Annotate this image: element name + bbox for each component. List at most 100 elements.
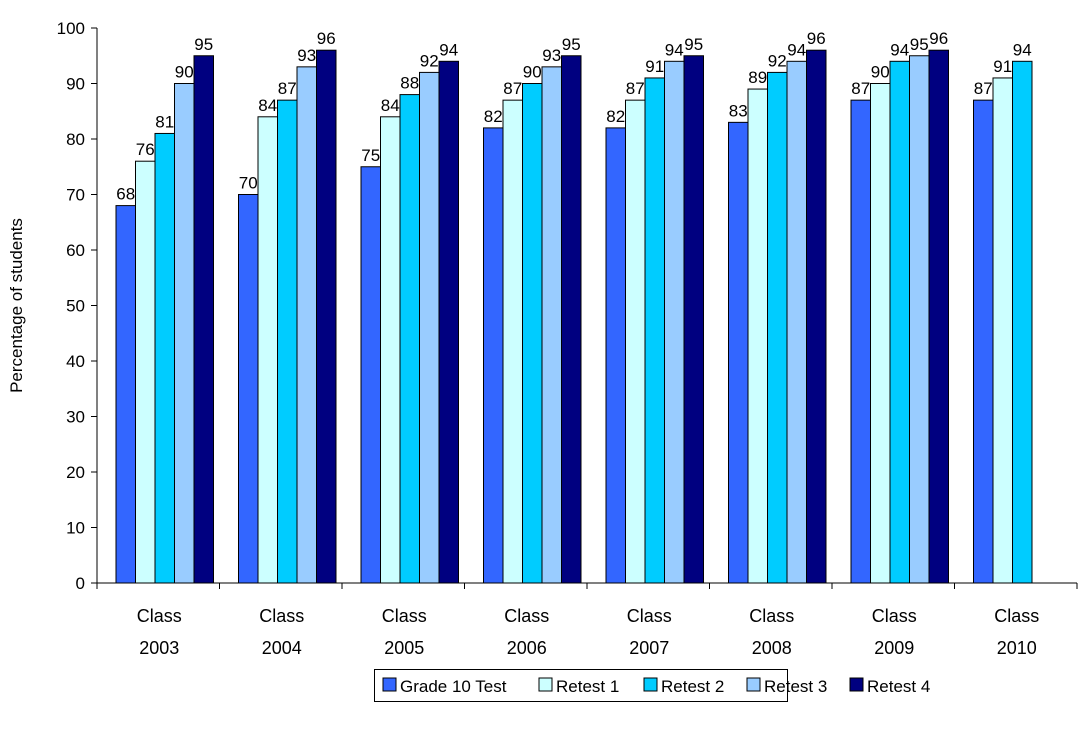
bar <box>870 83 891 584</box>
data-label: 94 <box>1013 40 1032 59</box>
data-label: 68 <box>116 185 135 204</box>
bar <box>747 88 768 584</box>
legend-swatch <box>643 677 658 692</box>
y-axis-title: Percentage of students <box>7 218 26 393</box>
data-label: 90 <box>523 63 542 82</box>
bar <box>625 99 646 584</box>
legend-frame <box>374 669 788 702</box>
legend-swatch <box>746 677 761 692</box>
data-label: 95 <box>562 35 581 54</box>
bar <box>928 49 949 584</box>
bar <box>438 60 459 584</box>
y-tick-label: 70 <box>66 186 85 205</box>
y-tick-label: 80 <box>66 130 85 149</box>
x-category-label-line2: 2004 <box>262 638 302 658</box>
y-tick-label: 60 <box>66 241 85 260</box>
data-label: 93 <box>542 46 561 65</box>
x-category-label-line2: 2003 <box>139 638 179 658</box>
legend-label: Retest 2 <box>661 677 724 696</box>
bar <box>728 121 749 584</box>
x-category-label-line2: 2005 <box>384 638 424 658</box>
data-label: 84 <box>258 96 277 115</box>
data-label: 93 <box>297 46 316 65</box>
data-label: 95 <box>684 35 703 54</box>
bar <box>419 71 440 584</box>
bar <box>786 60 807 584</box>
bar <box>767 71 788 584</box>
data-label: 82 <box>606 107 625 126</box>
bar <box>605 127 626 584</box>
data-label: 90 <box>175 63 194 82</box>
bar <box>316 49 337 584</box>
y-tick-label: 30 <box>66 408 85 427</box>
data-label: 96 <box>317 29 336 48</box>
x-category-label-line1: Class <box>994 606 1039 626</box>
data-label: 88 <box>400 74 419 93</box>
data-label: 87 <box>974 79 993 98</box>
x-category-label-line1: Class <box>137 606 182 626</box>
legend-swatch <box>849 677 864 692</box>
bar <box>380 116 401 584</box>
bar <box>238 194 259 584</box>
bar <box>193 55 214 584</box>
x-category-label-line2: 2010 <box>997 638 1037 658</box>
data-label: 81 <box>155 112 174 131</box>
data-label: 70 <box>239 174 258 193</box>
x-category-label-line2: 2008 <box>752 638 792 658</box>
bar <box>502 99 523 584</box>
data-label: 82 <box>484 107 503 126</box>
x-category-label-line2: 2009 <box>874 638 914 658</box>
bar <box>522 83 543 584</box>
bar <box>154 132 175 584</box>
x-category-label-line2: 2007 <box>629 638 669 658</box>
legend-swatch <box>382 677 397 692</box>
bar <box>664 60 685 584</box>
x-category-label-line1: Class <box>872 606 917 626</box>
x-category-label-line1: Class <box>382 606 427 626</box>
legend-label: Grade 10 Test <box>400 677 507 696</box>
y-tick-label: 10 <box>66 519 85 538</box>
y-tick-label: 40 <box>66 352 85 371</box>
bar <box>257 116 278 584</box>
bar <box>806 49 827 584</box>
data-label: 95 <box>910 35 929 54</box>
y-tick-label: 0 <box>76 574 85 593</box>
data-label: 87 <box>626 79 645 98</box>
data-label: 96 <box>807 29 826 48</box>
data-label: 90 <box>871 63 890 82</box>
bar <box>277 99 298 584</box>
x-category-label-line1: Class <box>504 606 549 626</box>
bar <box>399 94 420 584</box>
data-label: 96 <box>929 29 948 48</box>
y-tick-label: 50 <box>66 297 85 316</box>
bar <box>561 55 582 584</box>
bar <box>483 127 504 584</box>
data-label: 76 <box>136 140 155 159</box>
bar <box>135 160 156 584</box>
x-category-label-line2: 2006 <box>507 638 547 658</box>
x-category-label-line1: Class <box>259 606 304 626</box>
data-label: 94 <box>787 40 806 59</box>
x-category-label-line1: Class <box>627 606 672 626</box>
data-label: 87 <box>851 79 870 98</box>
bar <box>850 99 871 584</box>
bar <box>1012 60 1033 584</box>
legend-label: Retest 4 <box>867 677 930 696</box>
bar <box>683 55 704 584</box>
legend-label: Retest 1 <box>556 677 619 696</box>
data-label: 83 <box>729 101 748 120</box>
bar <box>644 77 665 584</box>
bar <box>992 77 1013 584</box>
y-tick-label: 20 <box>66 463 85 482</box>
y-tick-label: 100 <box>57 19 85 38</box>
data-label: 94 <box>439 40 458 59</box>
data-label: 91 <box>645 57 664 76</box>
bar <box>360 166 381 584</box>
data-label: 89 <box>748 68 767 87</box>
bar <box>541 66 562 584</box>
bar <box>889 60 910 584</box>
data-label: 75 <box>361 146 380 165</box>
data-label: 92 <box>420 51 439 70</box>
data-label: 95 <box>194 35 213 54</box>
